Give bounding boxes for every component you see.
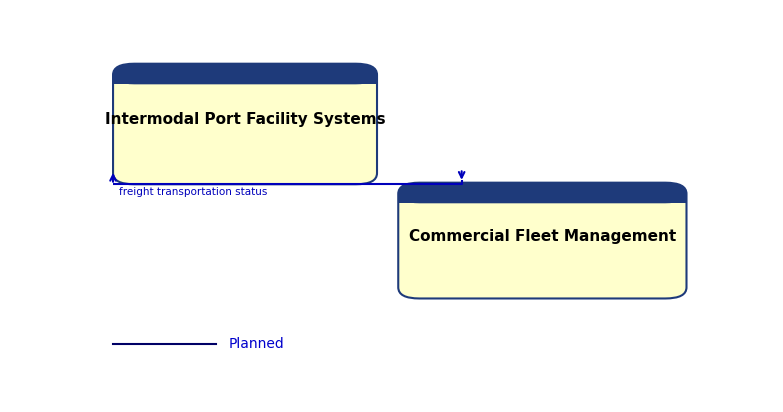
FancyBboxPatch shape <box>399 183 687 298</box>
Text: Intermodal Port Facility Systems: Intermodal Port Facility Systems <box>105 112 385 127</box>
Text: freight transportation status: freight transportation status <box>119 187 268 197</box>
Bar <box>399 192 687 203</box>
Text: Planned: Planned <box>229 337 284 351</box>
FancyBboxPatch shape <box>113 64 377 184</box>
Text: Commercial Fleet Management: Commercial Fleet Management <box>409 229 676 244</box>
FancyBboxPatch shape <box>113 64 377 84</box>
FancyBboxPatch shape <box>399 183 687 203</box>
Bar <box>113 73 377 84</box>
